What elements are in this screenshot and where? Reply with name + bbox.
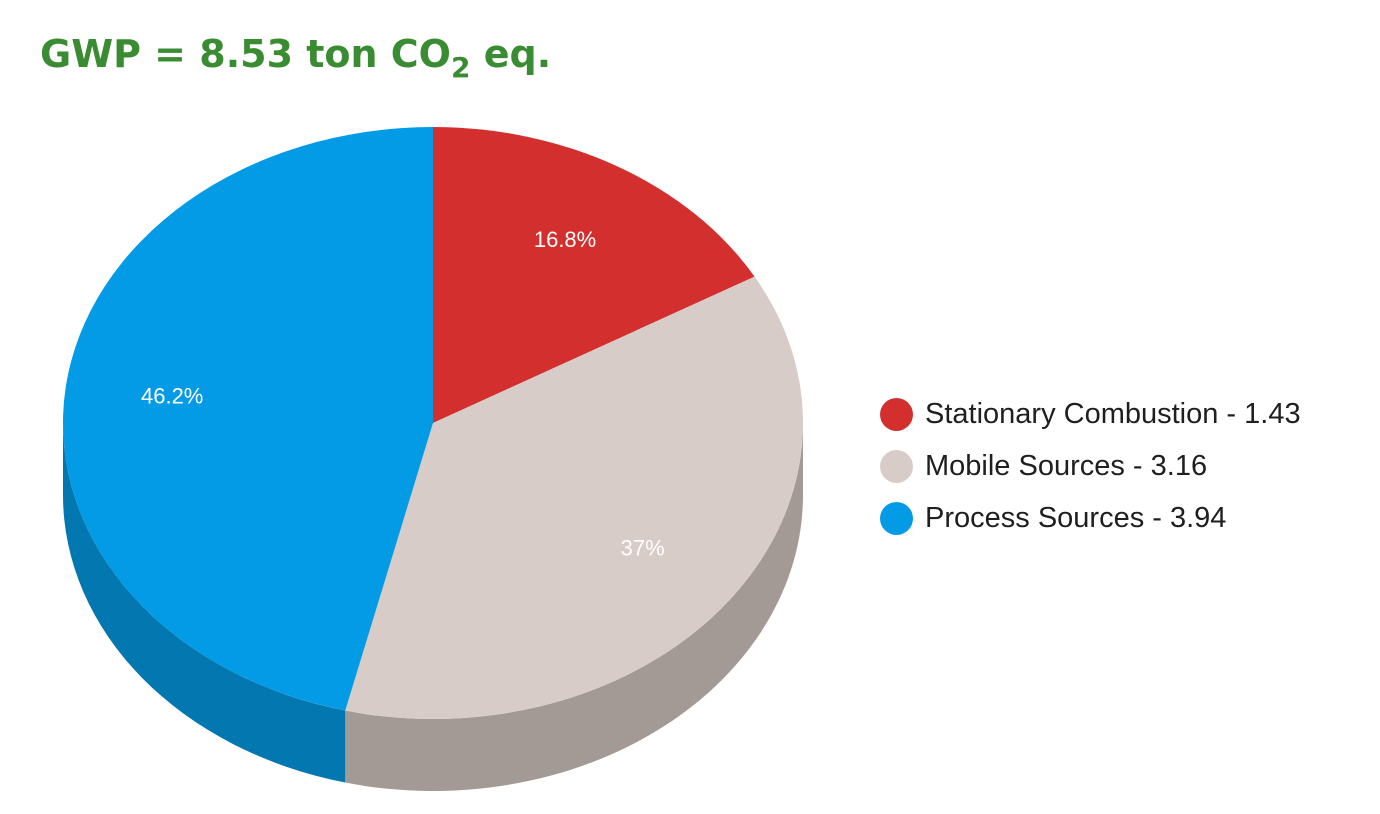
legend-swatch-mobile-sources [880, 449, 913, 483]
pie-tops [62, 127, 803, 720]
legend-label-stationary-combustion: Stationary Combustion - 1.43 [925, 397, 1301, 430]
pie-label-process-sources: 46.2% [141, 384, 203, 409]
pie-label-stationary-combustion: 16.8% [534, 227, 596, 252]
legend-item-stationary-combustion[interactable]: Stationary Combustion - 1.43 [880, 388, 1301, 440]
legend-item-mobile-sources[interactable]: Mobile Sources - 3.16 [880, 440, 1301, 492]
pie-side-mobile-sources [345, 423, 803, 792]
legend-swatch-process-sources [880, 501, 913, 535]
legend-label-mobile-sources: Mobile Sources - 3.16 [925, 449, 1208, 482]
chart-title-subscript: 2 [451, 51, 471, 84]
pie-slice-stationary-combustion[interactable] [433, 127, 755, 423]
legend-item-process-sources[interactable]: Process Sources - 3.94 [880, 492, 1301, 544]
pie-chart: 16.8% 37% 46.2% [62, 127, 803, 792]
legend-label-process-sources: Process Sources - 3.94 [925, 501, 1227, 534]
chart-legend: Stationary Combustion - 1.43 Mobile Sourc… [880, 388, 1301, 544]
chart-title-suffix: eq. [470, 32, 552, 76]
chart-title-main: GWP = 8.53 ton CO [40, 32, 451, 76]
legend-swatch-stationary-combustion [880, 397, 913, 431]
pie-sides [63, 423, 803, 792]
pie-side-process-sources [63, 423, 346, 783]
pie-labels: 16.8% 37% 46.2% [141, 227, 665, 560]
pie-label-mobile-sources: 37% [621, 535, 665, 560]
pie-slice-mobile-sources[interactable] [345, 276, 803, 720]
chart-title: GWP = 8.53 ton CO2 eq. [40, 28, 552, 82]
pie-slice-process-sources[interactable] [62, 127, 433, 711]
